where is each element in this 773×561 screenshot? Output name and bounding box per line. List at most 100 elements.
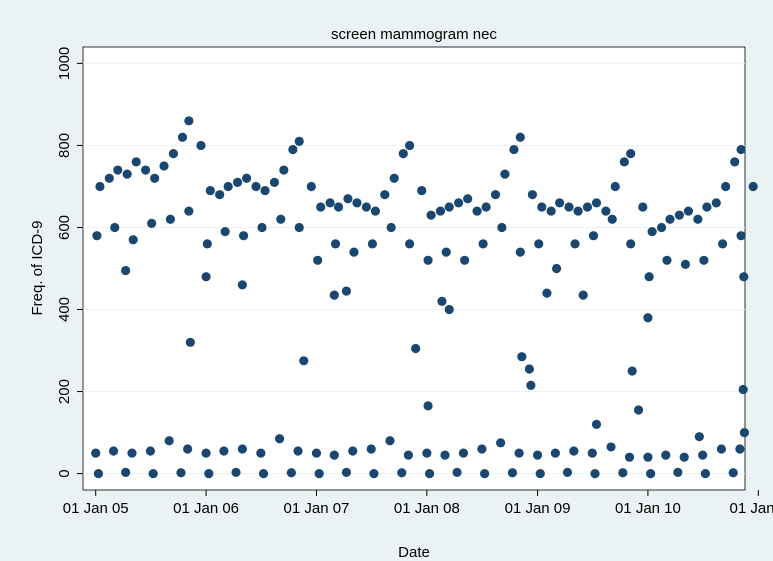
chart-title: screen mammogram nec — [331, 26, 497, 43]
x-axis-label: Date — [398, 544, 430, 561]
point — [269, 177, 280, 187]
plot-area — [82, 46, 746, 491]
point — [490, 190, 501, 200]
y-tick-label: 400 — [56, 297, 73, 322]
point — [591, 419, 602, 429]
y-tick-label: 1000 — [56, 47, 73, 80]
point — [674, 210, 684, 220]
x-tick-label: 01 Jan 1 — [730, 500, 773, 517]
point — [341, 467, 352, 477]
point — [121, 467, 131, 477]
point — [177, 132, 188, 142]
point — [405, 239, 415, 249]
point — [286, 468, 296, 478]
point — [183, 444, 193, 454]
point — [397, 468, 407, 478]
point — [627, 366, 637, 376]
point — [148, 468, 158, 479]
point — [748, 181, 758, 192]
point — [238, 231, 249, 241]
point — [721, 181, 731, 192]
point — [739, 272, 749, 282]
point — [367, 239, 378, 249]
point — [411, 343, 421, 354]
point — [147, 218, 157, 228]
point — [683, 206, 694, 216]
point — [535, 468, 545, 479]
point — [680, 259, 691, 269]
point — [472, 206, 482, 216]
point — [380, 190, 390, 200]
point — [369, 468, 379, 479]
point — [736, 231, 746, 241]
point — [661, 450, 671, 460]
point — [626, 239, 636, 249]
point — [314, 468, 324, 479]
point — [656, 222, 667, 233]
point — [92, 231, 102, 241]
point — [665, 214, 675, 224]
x-tick-label: 01 Jan 08 — [394, 500, 460, 517]
point — [551, 263, 562, 274]
point — [223, 181, 233, 192]
point — [526, 380, 536, 391]
point — [329, 290, 339, 300]
point — [591, 198, 602, 208]
point — [718, 239, 728, 249]
point — [500, 169, 510, 179]
point — [352, 198, 362, 208]
point — [220, 226, 230, 237]
point — [739, 427, 749, 438]
point — [711, 198, 721, 208]
point — [306, 181, 316, 192]
point — [341, 286, 352, 296]
point — [738, 384, 748, 395]
point — [316, 202, 326, 212]
point — [313, 255, 323, 265]
point — [311, 448, 322, 458]
y-tick-label: 0 — [56, 469, 73, 477]
point — [330, 239, 341, 249]
point — [514, 448, 524, 458]
point — [527, 190, 537, 200]
point — [610, 181, 620, 192]
point — [127, 448, 137, 458]
point — [693, 214, 703, 224]
point — [403, 450, 414, 460]
x-tick-label: 01 Jan 07 — [284, 500, 350, 517]
point — [454, 198, 464, 208]
point — [131, 157, 141, 167]
y-tick-label: 200 — [56, 379, 73, 404]
point — [573, 206, 583, 216]
point — [361, 202, 371, 212]
point — [168, 149, 179, 159]
point — [588, 231, 599, 241]
point — [699, 255, 709, 265]
point — [590, 468, 600, 479]
point — [141, 165, 151, 175]
point — [231, 467, 241, 477]
point — [219, 446, 229, 456]
point — [463, 194, 473, 204]
point — [643, 452, 653, 462]
point — [294, 136, 304, 146]
point — [294, 222, 304, 233]
point — [122, 169, 132, 179]
x-tick-label: 01 Jan 09 — [505, 500, 571, 517]
point — [716, 444, 727, 454]
point — [607, 214, 617, 224]
point — [417, 185, 427, 196]
point — [386, 222, 396, 233]
x-tick-label: 01 Jan 05 — [63, 500, 129, 517]
point — [673, 467, 683, 477]
point — [458, 448, 469, 458]
point — [624, 452, 635, 462]
point — [564, 202, 574, 212]
point — [184, 116, 194, 126]
point — [389, 173, 399, 183]
point — [91, 448, 101, 458]
point — [242, 173, 252, 183]
point — [398, 149, 408, 159]
point — [646, 468, 656, 479]
